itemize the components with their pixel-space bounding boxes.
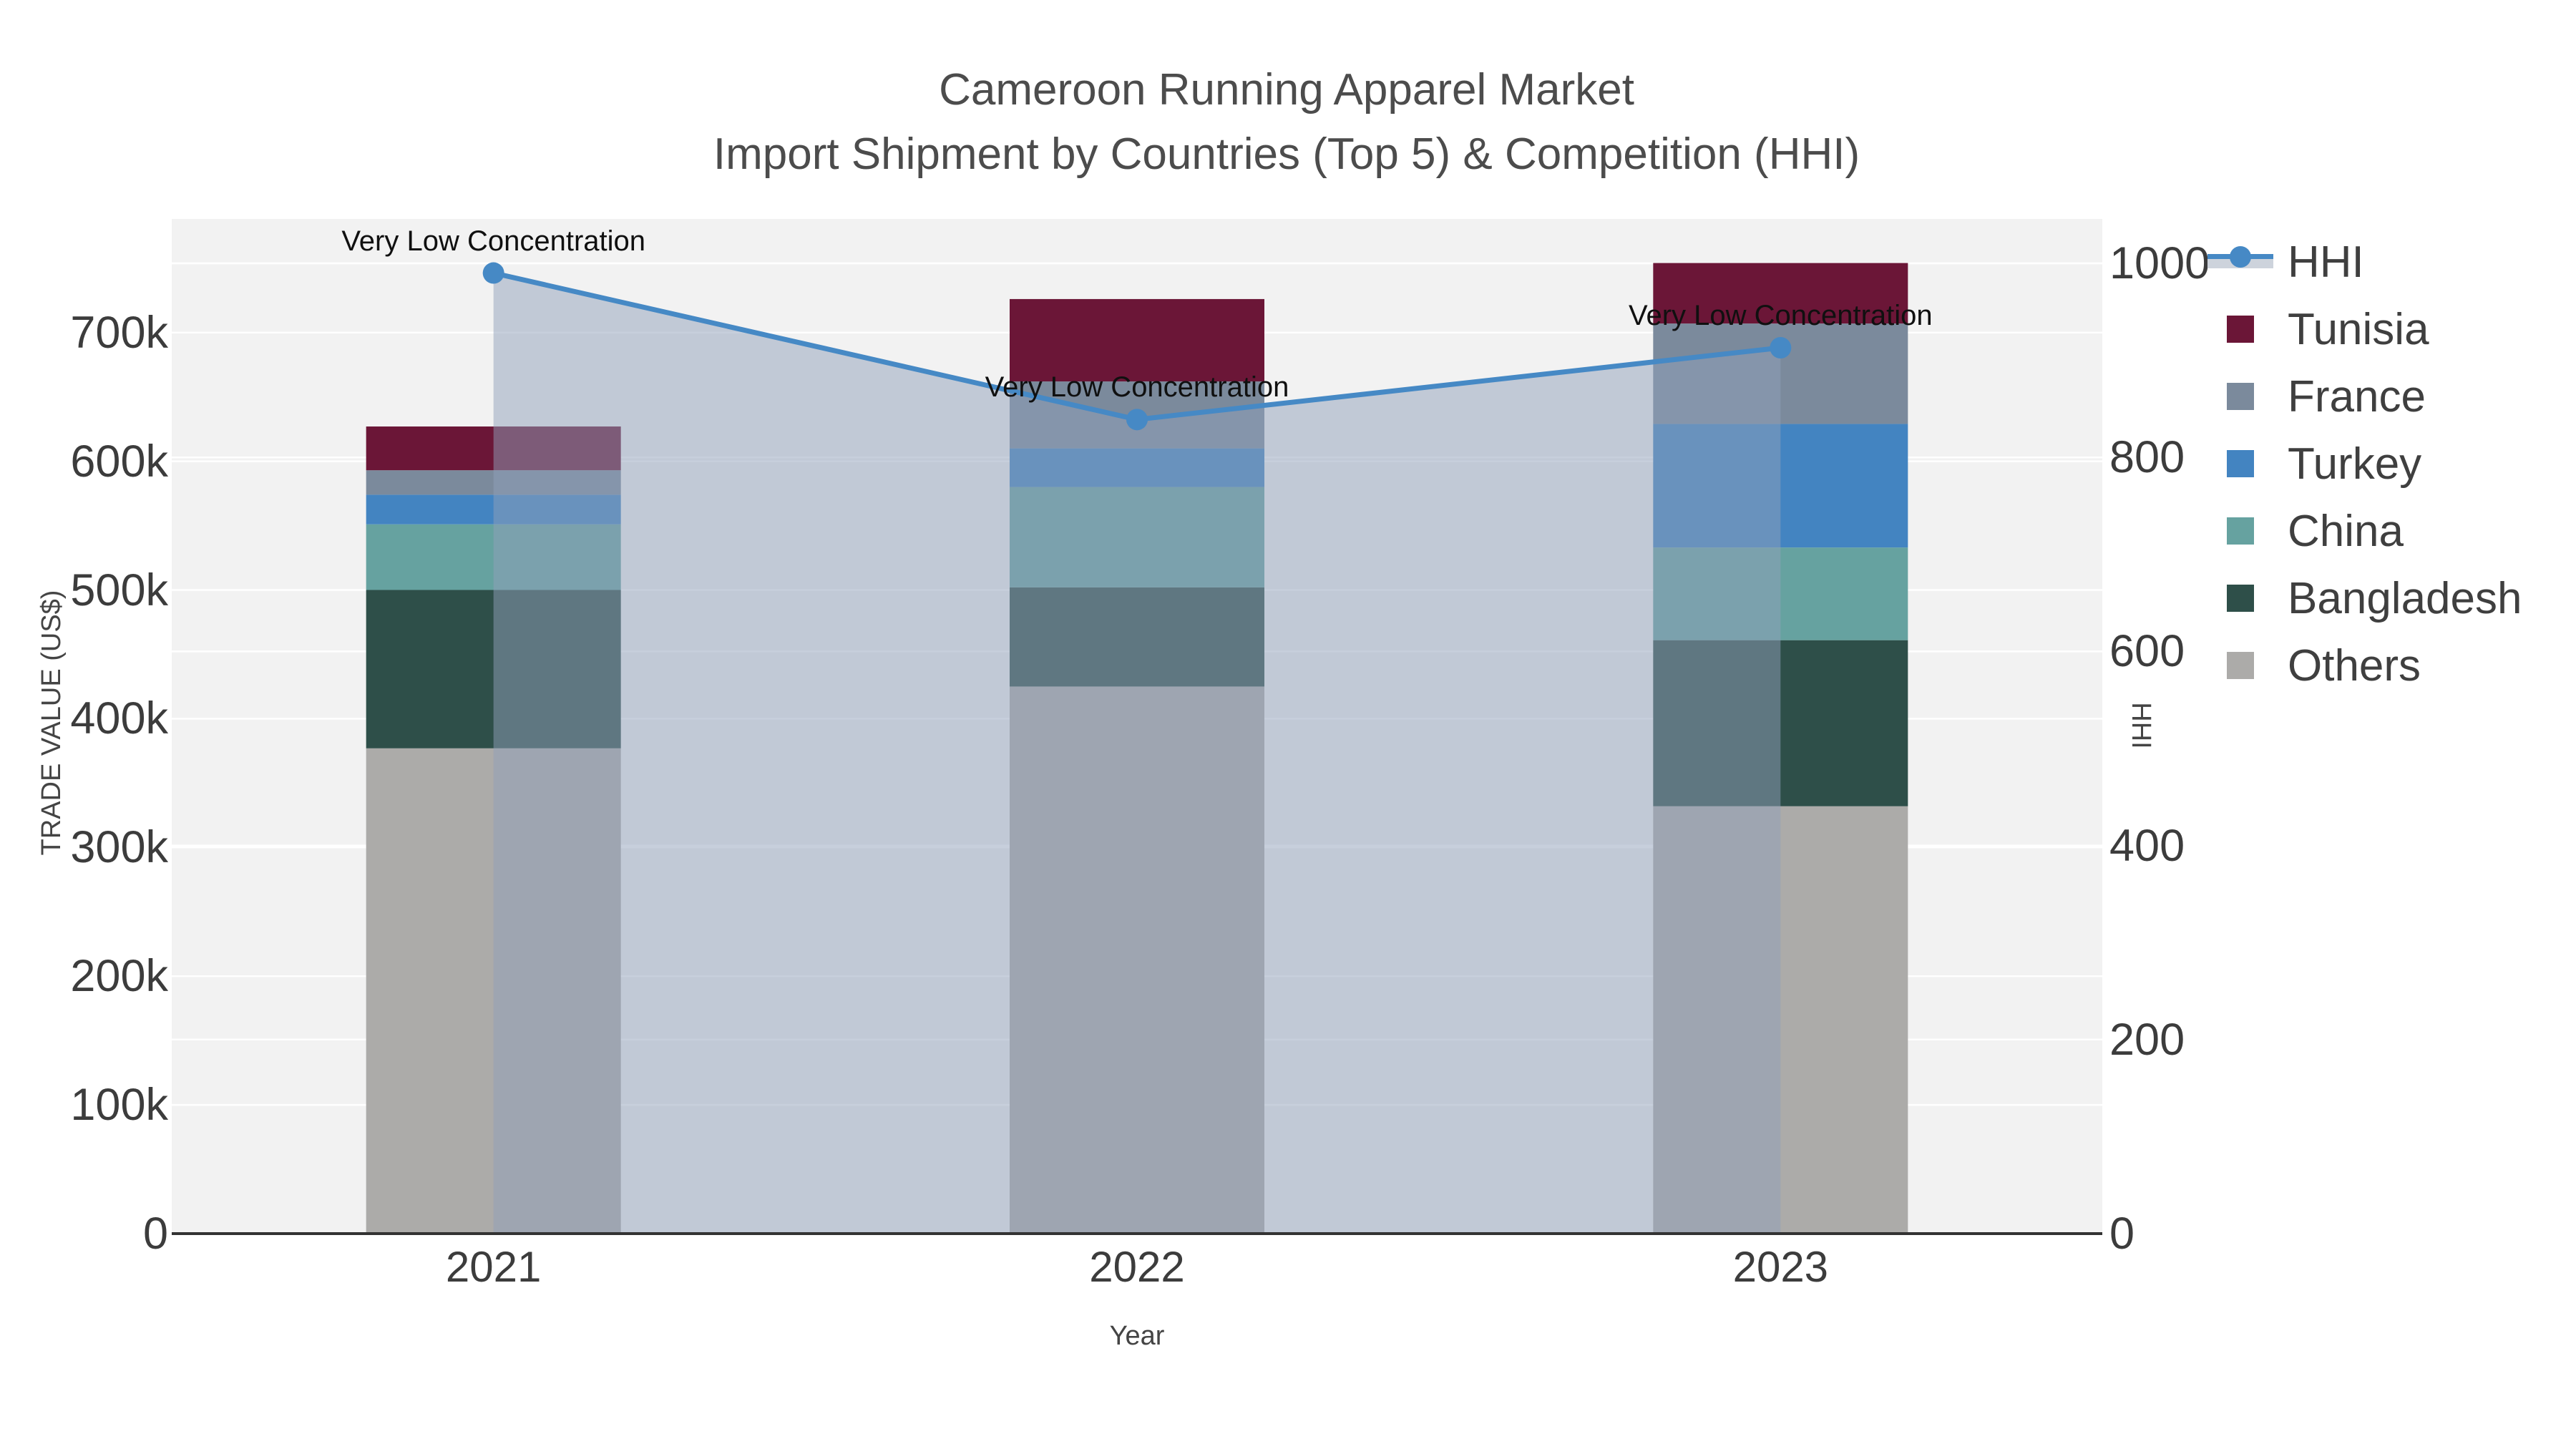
y-axis-left-tick-700k: 700k (70, 307, 168, 358)
legend-label-hhi: HHI (2288, 237, 2364, 287)
hhi-legend-marker-dot (2230, 246, 2251, 268)
annotation-2023: Very Low Concentration (1628, 299, 1933, 331)
legend-label-france: France (2288, 371, 2426, 421)
legend-label-others: Others (2288, 640, 2421, 691)
legend-swatch-china (2227, 517, 2254, 545)
y-axis-right-tick-800: 800 (2109, 432, 2185, 483)
legend-label-bangladesh: Bangladesh (2288, 573, 2522, 623)
legend-swatch-wrap (2207, 585, 2273, 612)
bar-segment-tunisia-2022[interactable] (1010, 298, 1264, 382)
legend-swatch-france (2227, 383, 2254, 410)
legend-swatch-wrap (2207, 383, 2273, 410)
legend-item-tunisia[interactable]: Tunisia (2207, 296, 2429, 363)
y-axis-right-tick-1000: 1000 (2109, 238, 2210, 288)
y-axis-left-tick-200k: 200k (70, 951, 168, 1002)
y-axis-right-tick-400: 400 (2109, 820, 2185, 871)
legend-item-china[interactable]: China (2207, 497, 2404, 565)
legend-swatch-tunisia (2227, 316, 2254, 343)
hhi-area-fill (493, 273, 1781, 1234)
legend-swatch-wrap (2207, 652, 2273, 679)
legend-item-others[interactable]: Others (2207, 632, 2421, 699)
y-axis-right-tick-200: 200 (2109, 1014, 2185, 1065)
y-axis-title-right: HHI (2126, 702, 2156, 749)
hhi-marker-2023[interactable] (1770, 336, 1792, 358)
chart-title-line1: Cameroon Running Apparel Market (939, 65, 1634, 114)
y-axis-left-tick-600k: 600k (70, 436, 168, 487)
hhi-marker-2022[interactable] (1126, 409, 1148, 431)
legend-label-tunisia: Tunisia (2288, 304, 2429, 354)
y-axis-left-tick-0: 0 (142, 1209, 168, 1259)
annotation-2021: Very Low Concentration (341, 225, 645, 257)
legend-swatch-wrap (2207, 517, 2273, 545)
legend-swatch-wrap (2207, 450, 2273, 477)
hhi-legend-symbol (2207, 246, 2273, 275)
hhi-marker-2021[interactable] (482, 262, 504, 284)
bar-segment-tunisia-2023[interactable] (1653, 263, 1908, 324)
annotation-2022: Very Low Concentration (985, 371, 1289, 404)
y-axis-right-tick-0: 0 (2109, 1209, 2135, 1259)
legend-label-china: China (2288, 506, 2404, 556)
legend-swatch-bangladesh (2227, 585, 2254, 612)
chart-title: Cameroon Running Apparel Market Import S… (356, 63, 2217, 182)
y-axis-left-tick-300k: 300k (70, 822, 168, 873)
chart-title-line2: Import Shipment by Countries (Top 5) & C… (713, 130, 1860, 179)
legend-item-hhi[interactable]: HHI (2207, 228, 2364, 296)
y-axis-left-tick-100k: 100k (70, 1080, 168, 1131)
legend-item-bangladesh[interactable]: Bangladesh (2207, 565, 2522, 632)
legend-item-france[interactable]: France (2207, 363, 2426, 430)
y-axis-left-tick-500k: 500k (70, 565, 168, 615)
x-axis-title: Year (1109, 1321, 1165, 1351)
legend-item-turkey[interactable]: Turkey (2207, 430, 2421, 497)
legend-swatch-wrap (2207, 316, 2273, 343)
x-axis-tick-2021: 2021 (445, 1243, 542, 1291)
y-axis-right-tick-600: 600 (2109, 626, 2185, 677)
legend-swatch-turkey (2227, 450, 2254, 477)
x-axis-tick-2023: 2023 (1732, 1243, 1829, 1291)
legend-label-turkey: Turkey (2288, 439, 2422, 489)
legend-swatch-others (2227, 652, 2254, 679)
y-axis-left-tick-400k: 400k (70, 693, 168, 744)
x-axis-tick-2022: 2022 (1089, 1243, 1185, 1291)
